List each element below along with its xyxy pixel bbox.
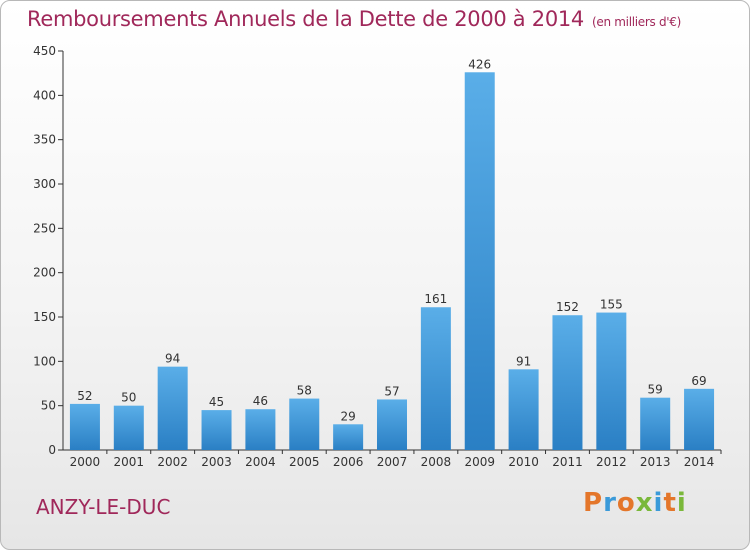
logo-letter: i xyxy=(676,488,687,518)
chart-title: Remboursements Annuels de la Dette de 20… xyxy=(27,7,681,31)
x-tick-label: 2014 xyxy=(684,455,715,469)
bar-value-label: 50 xyxy=(121,391,136,405)
x-tick-label: 2008 xyxy=(421,455,452,469)
bar xyxy=(640,397,671,450)
bar-value-label: 155 xyxy=(600,298,623,312)
bar xyxy=(157,366,188,450)
y-tick-label: 400 xyxy=(33,88,56,102)
x-tick-label: 2011 xyxy=(552,455,583,469)
bar-value-label: 59 xyxy=(648,383,663,397)
y-tick-label: 350 xyxy=(33,133,56,147)
bar xyxy=(113,405,144,450)
bar xyxy=(289,398,320,450)
bar xyxy=(245,409,276,450)
x-tick-label: 2004 xyxy=(245,455,276,469)
bar-value-label: 69 xyxy=(691,374,706,388)
logo-letter: x xyxy=(635,488,654,518)
x-tick-label: 2003 xyxy=(201,455,232,469)
y-tick-label: 50 xyxy=(41,399,56,413)
bar-value-label: 94 xyxy=(165,352,180,366)
bar-value-label: 426 xyxy=(468,57,491,71)
data-labels: 52 50 94 45 46 58 29 57 161 426 91 152 155 59 69 xyxy=(77,57,706,423)
bar-value-label: 161 xyxy=(424,292,447,306)
bar-value-label: 58 xyxy=(297,384,312,398)
bar xyxy=(508,369,539,450)
bar-value-label: 152 xyxy=(556,300,579,314)
x-tick-label: 2007 xyxy=(377,455,408,469)
x-tick-label: 2009 xyxy=(464,455,495,469)
logo-letter: r xyxy=(603,488,617,518)
x-tick-label: 2002 xyxy=(157,455,188,469)
bar xyxy=(684,388,715,450)
bar xyxy=(377,399,407,450)
bars xyxy=(69,72,715,450)
x-tick-label: 2013 xyxy=(640,455,671,469)
x-tick-label: 2012 xyxy=(596,455,627,469)
bar xyxy=(201,410,232,450)
x-tick-label: 2006 xyxy=(333,455,364,469)
bar-value-label: 29 xyxy=(340,409,355,423)
y-tick-label: 200 xyxy=(33,266,56,280)
y-tick-label: 100 xyxy=(33,354,56,368)
proxiti-logo: Proxiti xyxy=(583,488,687,518)
bar-value-label: 46 xyxy=(253,394,268,408)
chart-unit: (en milliers d'€) xyxy=(592,15,682,29)
bar-value-label: 91 xyxy=(516,354,531,368)
bar xyxy=(464,72,495,450)
logo-letter: i xyxy=(653,488,664,518)
bar-value-label: 57 xyxy=(384,384,399,398)
y-tick-label: 150 xyxy=(33,310,56,324)
logo-letter: o xyxy=(616,488,636,518)
logo-letter: t xyxy=(663,488,677,518)
commune-name: ANZY-LE-DUC xyxy=(36,495,171,519)
x-tick-label: 2001 xyxy=(114,455,145,469)
bar xyxy=(420,307,451,450)
bar xyxy=(552,315,583,450)
bar xyxy=(333,424,364,450)
chart-title-text: Remboursements Annuels de la Dette de 20… xyxy=(27,7,584,31)
x-tick-label: 2010 xyxy=(508,455,539,469)
x-tick-label: 2000 xyxy=(70,455,101,469)
bar xyxy=(596,312,627,450)
x-tick-label: 2005 xyxy=(289,455,320,469)
bar xyxy=(69,403,100,450)
bar-value-label: 45 xyxy=(209,395,224,409)
bar-value-label: 52 xyxy=(77,389,92,403)
logo-letter: P xyxy=(583,488,604,518)
axes: 0 50 100 150 200 250 300 350 400 450 2000 2001 2002 2… xyxy=(33,44,722,469)
y-tick-label: 450 xyxy=(33,44,56,58)
y-tick-label: 300 xyxy=(33,177,56,191)
y-tick-label: 0 xyxy=(48,443,56,457)
y-tick-label: 250 xyxy=(33,221,56,235)
